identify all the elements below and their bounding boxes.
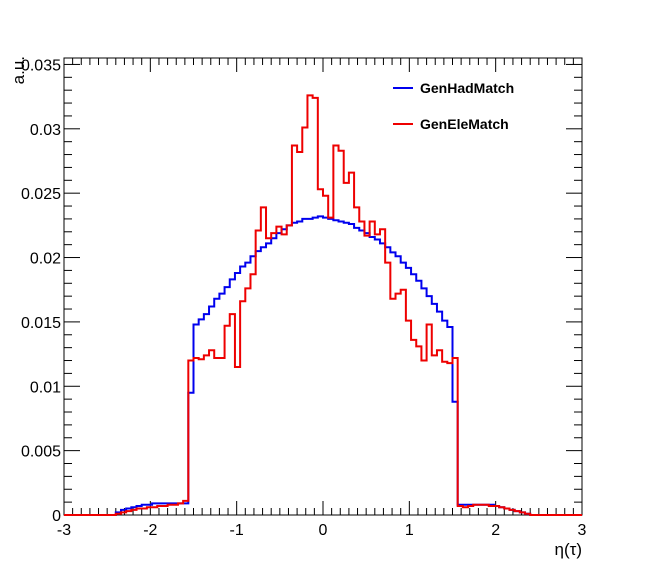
legend: GenHadMatch GenEleMatch [393, 80, 514, 132]
series-line-genelematch [64, 94, 582, 516]
x-tick-label: -3 [57, 522, 71, 539]
y-tick-label: 0.025 [21, 186, 61, 203]
y-axis-title: a.u. [9, 56, 28, 84]
y-tick-label: 0 [52, 508, 61, 525]
axis-ticks [63, 58, 583, 516]
y-tick-label: 0.005 [21, 444, 61, 461]
x-tick-label: -2 [143, 522, 157, 539]
y-tick-label: 0.015 [21, 315, 61, 332]
y-tick-label: 0.01 [30, 379, 61, 396]
y-tick-label: 0.03 [30, 122, 61, 139]
x-tick-labels: -3 -2 -1 0 1 2 3 [57, 522, 587, 539]
x-tick-label: 2 [491, 522, 500, 539]
legend-label-genelematch: GenEleMatch [420, 116, 509, 132]
x-axis-title: η(τ) [555, 540, 583, 559]
legend-label-genhadmatch: GenHadMatch [420, 80, 514, 96]
x-tick-label: 0 [319, 522, 328, 539]
y-tick-label: 0.02 [30, 251, 61, 268]
y-tick-label: 0.035 [21, 57, 61, 74]
y-tick-labels: 0 0.005 0.01 0.015 0.02 0.025 0.03 0.035 [21, 57, 61, 525]
x-tick-label: -1 [230, 522, 244, 539]
x-tick-label: 3 [578, 522, 587, 539]
series-layer [64, 94, 582, 516]
x-tick-label: 1 [405, 522, 414, 539]
